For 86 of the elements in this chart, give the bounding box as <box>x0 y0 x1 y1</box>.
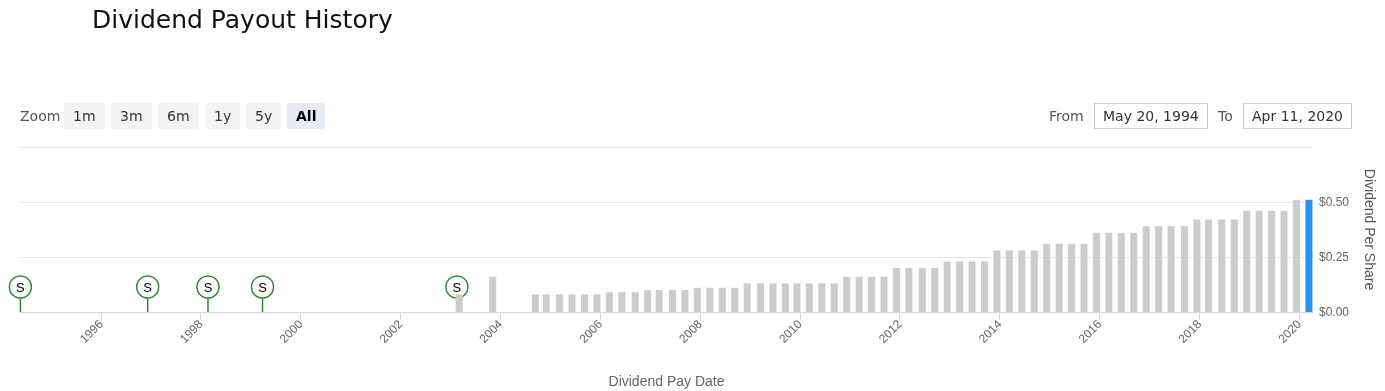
bar <box>1180 226 1188 312</box>
bar <box>1043 243 1051 312</box>
bar <box>693 287 701 312</box>
text: 1y <box>205 103 241 129</box>
bar <box>943 261 951 312</box>
bar <box>818 283 826 312</box>
bar <box>1030 250 1038 312</box>
bar <box>1155 226 1163 312</box>
bar <box>1055 243 1063 312</box>
bar <box>993 250 1001 312</box>
bar <box>1268 210 1276 312</box>
bar <box>956 261 964 312</box>
bar <box>1117 232 1125 312</box>
bar <box>1292 199 1300 312</box>
bar <box>1193 219 1201 312</box>
bar <box>1243 210 1251 312</box>
bar <box>880 276 888 312</box>
bar <box>489 276 497 312</box>
y-axis-title: Dividend Per Share <box>1362 168 1378 291</box>
bar <box>793 283 801 312</box>
bar <box>1204 219 1212 312</box>
bar <box>631 292 639 312</box>
bar <box>1068 243 1076 312</box>
text: 1m <box>64 103 105 129</box>
text: 6m <box>158 103 199 129</box>
bar <box>905 268 913 312</box>
bar <box>968 261 976 312</box>
annotation: S <box>143 279 153 295</box>
annotation: S <box>452 279 462 295</box>
annotation: S <box>16 279 26 295</box>
bar <box>855 276 863 312</box>
bar <box>769 283 777 312</box>
bar <box>1080 243 1088 312</box>
bar <box>743 283 751 312</box>
bar <box>1018 250 1026 312</box>
bar <box>1230 219 1238 312</box>
bar <box>542 294 550 312</box>
bar <box>718 287 726 312</box>
bar <box>669 290 677 312</box>
text: Zoom <box>20 107 61 126</box>
bar <box>1105 232 1113 312</box>
bar <box>805 283 813 312</box>
bar <box>644 290 652 312</box>
text: From <box>1049 107 1084 126</box>
bar <box>1167 226 1175 312</box>
x-axis-title: Dividend Pay Date <box>608 373 725 389</box>
bar <box>1255 210 1263 312</box>
bar <box>1142 226 1150 312</box>
bar <box>980 261 988 312</box>
bar <box>1280 210 1288 312</box>
bar <box>843 276 851 312</box>
bar <box>830 283 838 312</box>
bar <box>757 283 765 312</box>
bar <box>1305 199 1313 312</box>
bar <box>918 268 926 312</box>
chart-title: Dividend Payout History <box>92 5 393 34</box>
bar <box>931 268 939 312</box>
bar <box>618 292 626 312</box>
bar <box>868 276 876 312</box>
bar <box>731 287 739 312</box>
text: May 20, 1994 <box>1094 103 1208 129</box>
y-tick-label: $0.00 <box>1319 305 1350 319</box>
y-tick-label: $0.25 <box>1319 250 1350 264</box>
bar <box>1005 250 1013 312</box>
bar <box>892 268 900 312</box>
bar <box>1218 219 1226 312</box>
text: Apr 11, 2020 <box>1243 103 1353 129</box>
bar <box>568 294 576 312</box>
bar <box>681 290 689 312</box>
text: 5y <box>246 103 282 129</box>
y-tick-label: $0.50 <box>1319 195 1350 209</box>
text: 3m <box>111 103 152 129</box>
bar <box>531 294 539 312</box>
bar <box>781 283 789 312</box>
bar <box>706 287 714 312</box>
text: To <box>1218 107 1233 126</box>
text: All <box>287 103 326 129</box>
bar <box>593 294 601 312</box>
bar <box>556 294 564 312</box>
bar <box>1130 232 1138 312</box>
annotation: S <box>258 279 268 295</box>
bar <box>605 292 613 312</box>
annotation: S <box>203 279 213 295</box>
bar <box>580 294 588 312</box>
bar <box>1092 232 1100 312</box>
bar <box>655 290 663 312</box>
